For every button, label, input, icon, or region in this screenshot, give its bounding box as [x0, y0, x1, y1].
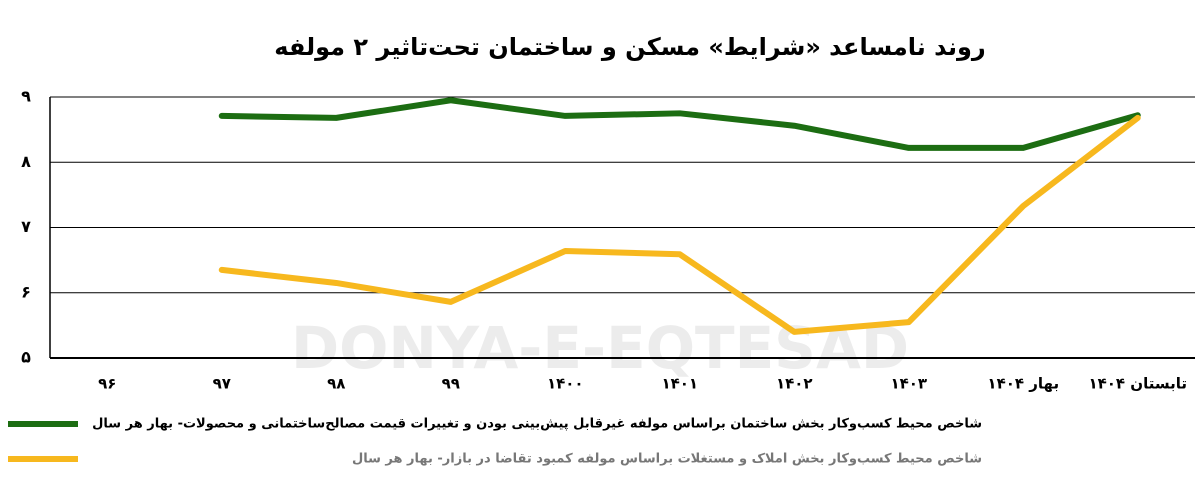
x-tick-label: ۹۹ [442, 375, 460, 393]
y-tick-label: ۹ [21, 87, 31, 106]
y-tick-label: ۷ [21, 217, 31, 236]
y-tick-label: ۵ [21, 348, 31, 367]
series-line [218, 97, 1141, 151]
y-tick-label: ۶ [21, 282, 31, 301]
chart-title: روند نامساعد «شرایط» مسکن و ساختمان تحت‌… [274, 33, 985, 61]
x-tick-label: ۱۴۰۱ [661, 375, 698, 393]
y-tick-label: ۸ [21, 152, 31, 171]
x-tick-label: ۹۶ [98, 375, 116, 393]
x-tick-label: تابستان ۱۴۰۴ [1088, 375, 1187, 393]
series-line [218, 114, 1141, 335]
x-tick-label: ۱۴۰۰ [547, 375, 584, 393]
x-tick-label: ۹۸ [327, 375, 345, 393]
legend-label: شاخص محیط کسب‌وکار بخش ساختمان براساس مو… [92, 417, 982, 432]
watermark: DONYA-E-EQTESAD [291, 314, 909, 382]
legend-label: شاخص محیط کسب‌وکار بخش املاک و مستغلات ب… [352, 452, 982, 467]
x-tick-label: ۱۴۰۳ [890, 375, 927, 393]
x-tick-label: ۱۴۰۲ [776, 375, 813, 393]
x-tick-label: بهار ۱۴۰۴ [987, 375, 1059, 393]
x-tick-label: ۹۷ [213, 375, 231, 393]
